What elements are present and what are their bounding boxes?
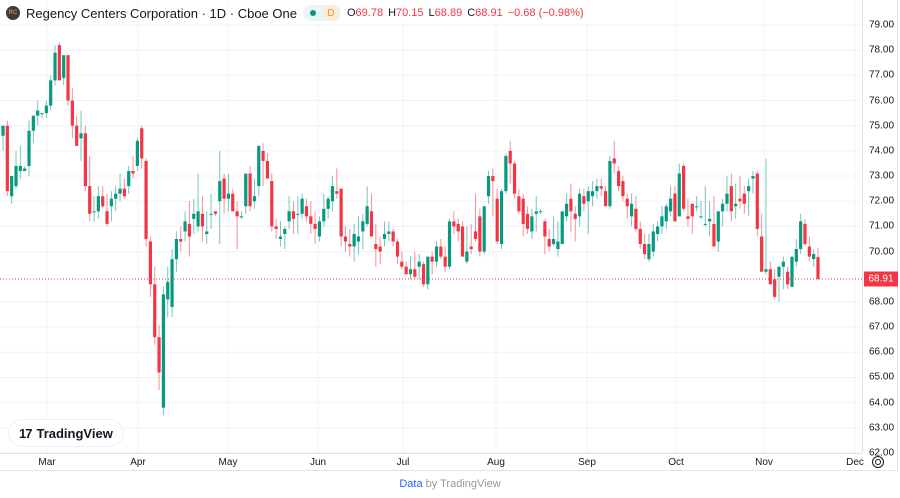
time-axis-label: Aug [487,457,505,468]
symbol-logo-icon: RC [6,6,20,20]
market-open-dot-icon[interactable] [305,5,321,21]
time-axis-label: Dec [846,457,864,468]
time-axis-label: Sep [578,457,596,468]
tradingview-logo-text: TradingView [36,425,113,441]
tradingview-logo[interactable]: 17 TradingView [9,420,123,446]
data-link[interactable]: Data [399,478,423,490]
low-value: L68.89 [428,7,463,19]
price-axis-label: 62.00 [869,447,895,459]
price-axis-label: 65.00 [869,371,895,383]
symbol-title[interactable]: Regency Centers Corporation · 1D · Cboe … [26,5,297,21]
tradingview-mark-icon: 17 [19,425,33,441]
time-axis-label: Jun [309,457,327,468]
price-axis-label: 76.00 [869,95,895,107]
price-axis-label: 64.00 [869,397,895,409]
price-axis-label: 73.00 [869,170,895,182]
high-value: H70.15 [388,7,424,19]
chart-legend: RC Regency Centers Corporation · 1D · Cb… [6,4,588,22]
time-axis-label: Jul [396,457,410,468]
price-axis-label: 63.00 [869,422,895,434]
open-value: O69.78 [346,7,384,19]
candlestick-chart[interactable] [0,0,862,453]
chart-frame [0,0,898,471]
price-axis-label: 67.00 [869,321,895,333]
attribution-text: by TradingView [422,478,501,490]
price-axis-label: 66.00 [869,346,895,358]
price-change: −0.68 (−0.98%) [507,7,584,19]
time-axis-label: Apr [130,457,146,468]
price-axis-label: 78.00 [869,44,895,56]
price-axis-label: 75.00 [869,120,895,132]
time-axis-label: May [218,457,238,468]
last-price-tag: 68.91 [864,271,898,287]
footer-attribution: Data by TradingView [0,478,900,490]
time-axis-label: Mar [38,457,56,468]
chart-plot-area[interactable] [0,0,862,453]
price-axis-label: 74.00 [869,145,895,157]
time-axis-label: Oct [668,457,684,468]
price-axis-label: 79.00 [869,19,895,31]
price-axis-label: 71.00 [869,220,895,232]
gear-icon[interactable] [872,456,884,468]
price-axis-label: 70.00 [869,246,895,258]
price-axis[interactable]: 68.91 79.00 78.00 77.00 76.00 75.00 74.00 73.0… [862,0,899,459]
price-axis-label: 68.00 [869,296,895,308]
ohlc-values: O69.78 H70.15 L68.89 C68.91 −0.68 (−0.98… [347,7,584,19]
close-value: C68.91 [467,7,503,19]
time-axis-label: Nov [755,457,773,468]
price-axis-label: 72.00 [869,195,895,207]
status-badges: D [302,5,341,21]
time-axis[interactable]: Mar Apr May Jun Jul Aug Sep Oct Nov Dec [0,453,864,471]
price-axis-label: 77.00 [869,69,895,81]
delayed-data-badge[interactable]: D [322,5,339,21]
